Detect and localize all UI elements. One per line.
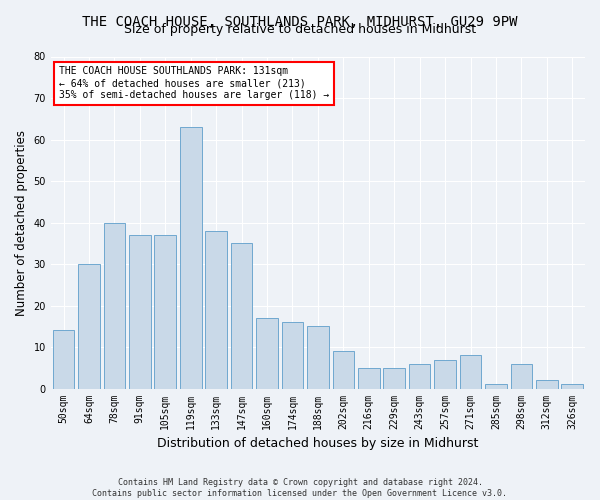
- Bar: [536, 380, 557, 388]
- Text: THE COACH HOUSE SOUTHLANDS PARK: 131sqm
← 64% of detached houses are smaller (21: THE COACH HOUSE SOUTHLANDS PARK: 131sqm …: [59, 66, 329, 100]
- Bar: [485, 384, 507, 388]
- Bar: [104, 222, 125, 388]
- Bar: [231, 244, 253, 388]
- Text: THE COACH HOUSE, SOUTHLANDS PARK, MIDHURST, GU29 9PW: THE COACH HOUSE, SOUTHLANDS PARK, MIDHUR…: [82, 15, 518, 29]
- Text: Size of property relative to detached houses in Midhurst: Size of property relative to detached ho…: [124, 22, 476, 36]
- Bar: [205, 231, 227, 388]
- Y-axis label: Number of detached properties: Number of detached properties: [15, 130, 28, 316]
- Bar: [129, 235, 151, 388]
- Bar: [154, 235, 176, 388]
- Bar: [256, 318, 278, 388]
- Bar: [332, 351, 354, 389]
- Bar: [307, 326, 329, 388]
- Bar: [434, 360, 456, 388]
- Bar: [562, 384, 583, 388]
- Bar: [78, 264, 100, 388]
- Bar: [358, 368, 380, 388]
- Text: Contains HM Land Registry data © Crown copyright and database right 2024.
Contai: Contains HM Land Registry data © Crown c…: [92, 478, 508, 498]
- Bar: [281, 322, 303, 388]
- Bar: [180, 127, 202, 388]
- Bar: [53, 330, 74, 388]
- Bar: [511, 364, 532, 388]
- Bar: [409, 364, 430, 388]
- Bar: [383, 368, 405, 388]
- Bar: [460, 356, 481, 388]
- X-axis label: Distribution of detached houses by size in Midhurst: Distribution of detached houses by size …: [157, 437, 479, 450]
